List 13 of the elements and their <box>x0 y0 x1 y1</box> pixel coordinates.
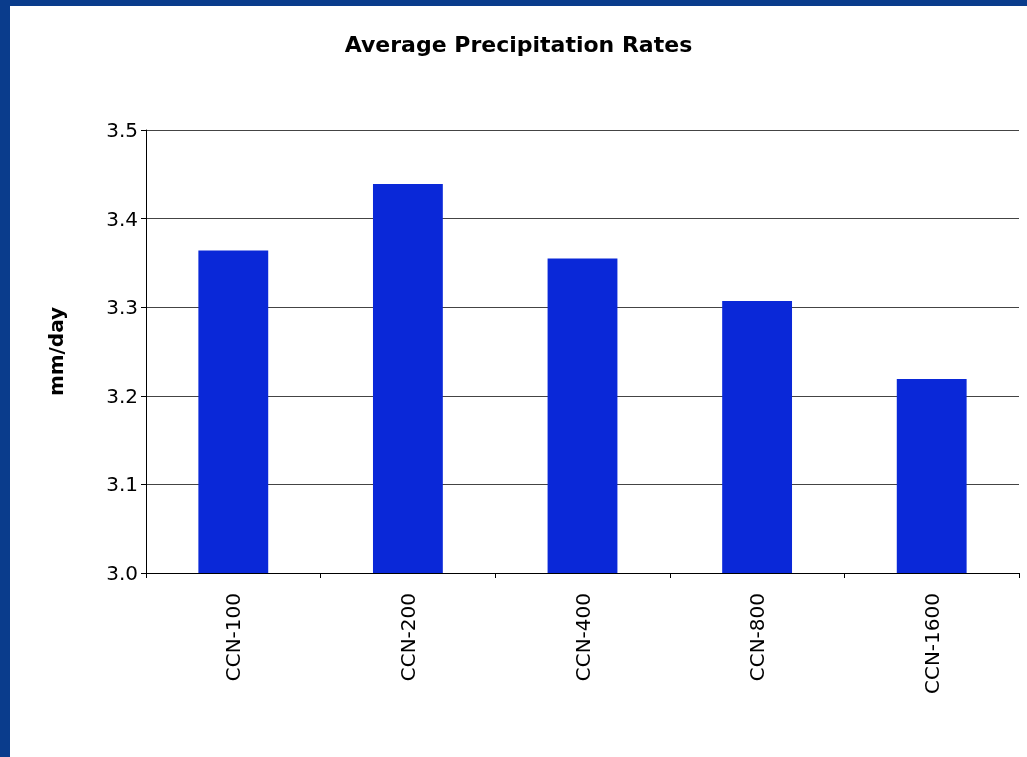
y-tick-label: 3.2 <box>106 383 138 408</box>
x-tick-label: CCN-100 <box>221 593 246 682</box>
x-tick-label: CCN-200 <box>395 593 420 682</box>
x-tick-label: CCN-800 <box>745 593 770 682</box>
y-tick-label: 3.5 <box>106 118 138 142</box>
y-tick-label: 3.3 <box>106 295 138 320</box>
chart-title: Average Precipitation Rates <box>344 31 693 57</box>
y-tick-label: 3.0 <box>106 561 138 585</box>
x-tick-label: CCN-400 <box>570 593 595 682</box>
y-tick-label: 3.1 <box>106 472 138 497</box>
y-tick-label: 3.4 <box>106 206 138 231</box>
x-tick-label: CCN-1600 <box>919 593 944 695</box>
y-axis-title: mm/day <box>44 306 68 397</box>
